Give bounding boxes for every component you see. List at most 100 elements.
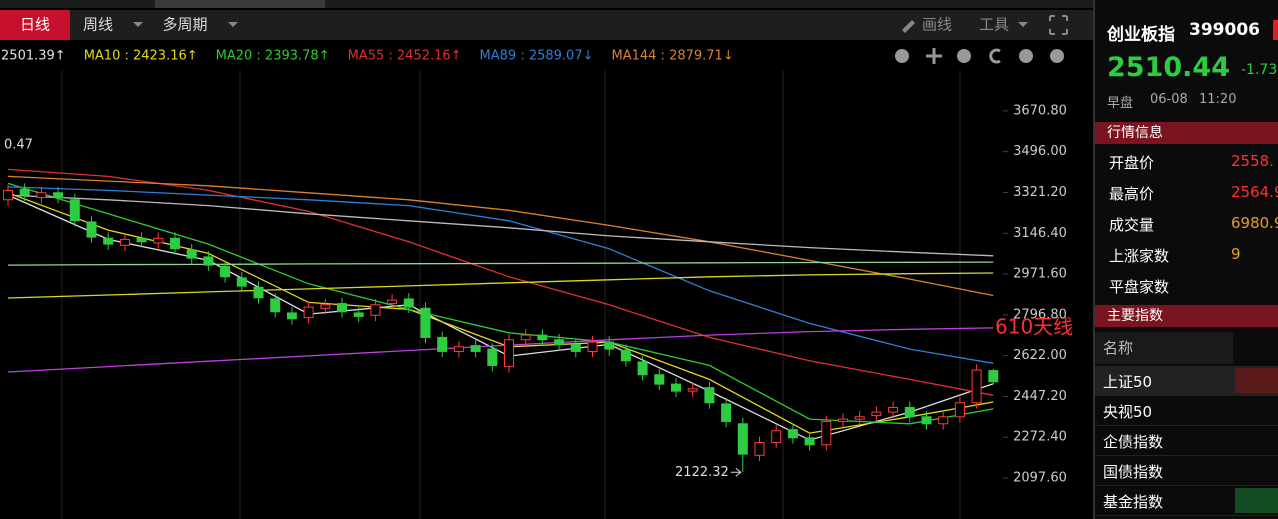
candle-body [170,237,180,250]
candle-body [754,441,765,456]
date: 06-08 [1150,92,1188,107]
ma-legend: MA10 : 2423.16↑ [84,49,198,64]
zoom-out-icon[interactable] [1050,49,1064,63]
candle-body [36,192,47,198]
low-annotation: 2122.32 [675,465,729,480]
index-row[interactable]: 基金指数 [1095,486,1278,516]
index-row-name: 国债指数 [1103,463,1164,481]
tool-label[interactable]: 画线 [922,16,952,34]
candle-body [370,304,381,316]
zoom-out-icon[interactable] [895,49,909,63]
candle-body [871,411,882,417]
vertical-grid [61,70,961,519]
index-row[interactable]: 上证50 [1095,366,1278,396]
section-header: 行情信息 [1095,122,1278,144]
dropdown-arrow[interactable] [1018,22,1028,27]
ma-line [7,194,994,257]
table-header: 名称 [1095,332,1233,364]
dropdown-arrow[interactable] [228,22,238,27]
zoom-in-icon[interactable] [1019,49,1033,63]
settings-icon[interactable] [957,49,971,63]
candle-body [520,334,531,341]
candle-body [470,345,481,352]
candle-body [270,298,281,313]
candle-body [921,416,932,425]
y-tick-label: 3146.40 [1013,226,1067,241]
info-label: 平盘家数 [1109,278,1170,296]
active-tab [155,0,325,8]
candle-body [804,437,815,446]
candle-body [971,369,982,404]
info-value: 9 [1231,245,1241,263]
candle-body [721,403,732,422]
legend-bar [0,42,1093,70]
ma-line [7,168,994,396]
info-label: 最高价 [1109,185,1155,203]
y-tick-label: 3321.20 [1013,185,1067,200]
y-tick-label: 2971.60 [1013,267,1067,282]
ma-legend: MA55 : 2452.16↑ [348,49,462,64]
tab-strip [0,0,1093,8]
fullscreen-icon[interactable] [1049,15,1068,35]
ma-line [7,175,994,297]
candle-body [19,188,30,196]
candle-body [654,374,665,385]
last-price: 2510.44 [1107,52,1230,83]
move-icon[interactable] [926,48,942,64]
candle-body [704,387,715,404]
index-row[interactable]: 央视50 [1095,396,1278,426]
dropdown-arrow[interactable] [133,22,143,27]
tab-label[interactable]: 日线 [20,16,50,34]
candle-body [737,423,748,455]
candle-body [186,249,197,259]
candle-body [838,418,848,422]
ma-line [7,261,994,266]
time: 11:20 [1199,92,1237,107]
index-row[interactable]: 国债指数 [1095,456,1278,486]
candle-body [103,237,114,245]
candle-body [337,303,347,313]
ma-line [7,194,994,441]
candle-body [888,406,899,413]
index-code: 399006 [1189,20,1260,40]
tool-label[interactable]: 工具 [979,16,1009,34]
candle-body [504,339,514,368]
candle-body [136,237,147,243]
ma-lines [7,168,994,441]
candle-body [286,312,297,320]
candle-body [3,189,13,201]
candle-body [587,341,598,352]
candle-body [604,341,615,350]
zoom-tools [895,48,1064,64]
tab-label[interactable]: 周线 [83,16,113,34]
candle-body [487,348,498,366]
tab-label[interactable]: 多周期 [162,16,207,34]
candle-body [771,430,782,443]
index-row[interactable]: 企债指数 [1095,426,1278,456]
candle-body [153,237,164,244]
ma-line [7,327,994,373]
info-value: 2564.9 [1231,183,1278,201]
ma-line [7,272,994,299]
info-label: 上涨家数 [1109,247,1170,265]
ma-legend: MA5 : 2501.39↑ [0,49,66,64]
candle-body [236,277,247,287]
index-row-name: 基金指数 [1103,493,1164,511]
info-label: 开盘价 [1109,154,1155,172]
candle-body [69,199,80,222]
candle-body [453,346,464,352]
tab-button-active[interactable] [0,10,70,40]
high-annotation: 0.47 [4,138,33,153]
candle-body [220,265,231,278]
refresh-icon[interactable] [989,48,1001,64]
candle-body [687,388,698,392]
candle-body [403,298,414,308]
candle-body [537,334,548,341]
low-arrow [730,467,742,477]
pen-icon[interactable] [902,20,915,33]
candle-body [303,306,314,319]
candle-body [854,416,865,420]
index-name: 创业板指 [1107,25,1175,45]
session: 早盘 [1107,96,1134,111]
